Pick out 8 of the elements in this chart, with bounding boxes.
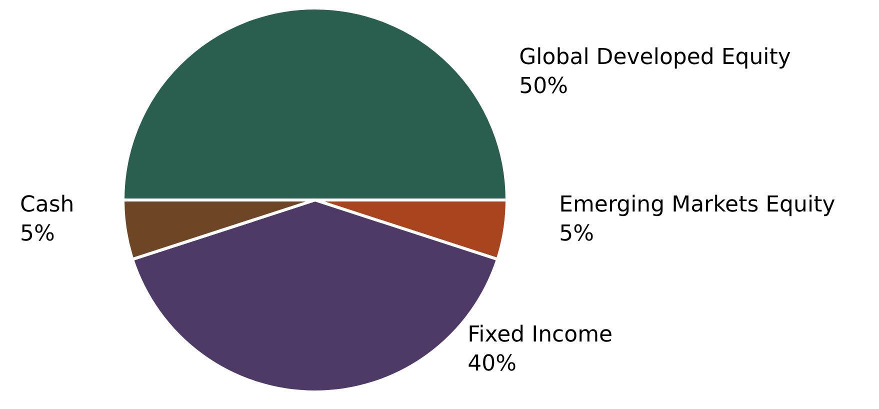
- data-label: 50%: [519, 74, 568, 100]
- data-label: 5%: [20, 222, 55, 247]
- data-label: 40%: [468, 351, 517, 376]
- slice-label: Cash: [20, 192, 74, 218]
- slice-label: Emerging Markets Equity: [559, 192, 836, 218]
- slice-label: Fixed Income: [468, 322, 613, 348]
- slice-label: Global Developed Equity: [519, 45, 791, 70]
- data-label: 5%: [559, 222, 594, 247]
